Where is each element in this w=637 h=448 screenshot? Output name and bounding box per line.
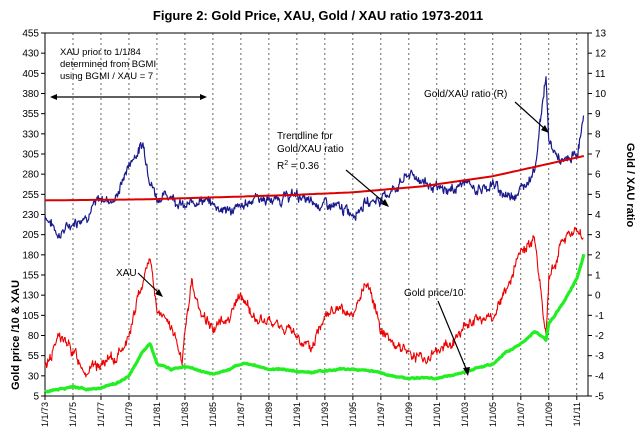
annotation-xau: XAU xyxy=(116,268,163,297)
left-tick-label: 355 xyxy=(22,109,39,120)
annotation-ratio-arrowhead xyxy=(541,125,549,133)
annotation-ratio-pointer xyxy=(514,101,547,131)
left-tick-label: 255 xyxy=(22,190,39,201)
x-tick-label: 1/1/03 xyxy=(460,402,470,427)
annotation-ratio-label: Gold/XAU ratio (R) xyxy=(424,89,507,100)
left-tick-label: 80 xyxy=(28,331,40,342)
annotation-xau-label: XAU xyxy=(116,268,137,279)
series-group xyxy=(44,76,586,394)
annotation-xau-arrowhead xyxy=(155,289,163,297)
left-tick-label: 180 xyxy=(22,250,39,261)
right-tick-label: -2 xyxy=(595,331,604,342)
right-tick-label: 4 xyxy=(595,210,601,221)
left-tick-label: 305 xyxy=(22,150,39,161)
annotation-gold: Gold price/10 xyxy=(404,288,470,376)
annotation-gold-arrowhead xyxy=(463,367,470,376)
annotation-gold-label: Gold price/10 xyxy=(404,288,464,299)
x-tick-label: 1/1/73 xyxy=(40,402,50,427)
left-tick-label: 155 xyxy=(22,271,39,282)
left-tick-label: 330 xyxy=(22,129,39,140)
x-tick-label: 1/1/93 xyxy=(320,402,330,427)
x-tick-label: 1/1/05 xyxy=(488,402,498,427)
annotation-trendline-arrowhead xyxy=(381,199,389,207)
annotation-trendline-pointer xyxy=(345,169,387,205)
right-tick-label: 5 xyxy=(595,190,601,201)
right-tick-label: -5 xyxy=(595,392,604,403)
annotation-trendline-line2: Gold/XAU ratio xyxy=(277,144,344,155)
left-tick-label: 5 xyxy=(33,392,39,403)
annotation-trendline-line1: Trendline for xyxy=(277,131,333,142)
left-tick-label: 405 xyxy=(22,69,39,80)
annotation-xau-prior-line2: determined from BGMI xyxy=(60,59,156,70)
arrowhead-left xyxy=(50,94,57,100)
left-tick-label: 30 xyxy=(28,371,40,382)
left-tick-label: 455 xyxy=(22,29,39,40)
annotation-xau-prior-line3: using BGMI / XAU = 7 xyxy=(60,71,153,82)
x-tick-label: 1/1/83 xyxy=(180,402,190,427)
right-tick-label: 12 xyxy=(595,49,607,60)
left-tick-label: 380 xyxy=(22,89,39,100)
right-tick-label: 3 xyxy=(595,230,601,241)
right-tick-label: 0 xyxy=(595,291,601,302)
chart-title: Figure 2: Gold Price, XAU, Gold / XAU ra… xyxy=(153,8,483,23)
right-tick-label: -4 xyxy=(595,371,604,382)
annotation-ratio: Gold/XAU ratio (R) xyxy=(424,89,549,133)
x-tick-label: 1/1/75 xyxy=(68,402,78,427)
right-tick-label: 8 xyxy=(595,129,601,140)
right-tick-label: 10 xyxy=(595,89,607,100)
series-line-gold-price-10 xyxy=(44,253,586,394)
right-tick-label: 9 xyxy=(595,109,601,120)
left-axis-label: Gold price /10 & XAU xyxy=(10,280,22,390)
right-tick-label: 1 xyxy=(595,271,601,282)
left-tick-label: 130 xyxy=(22,291,39,302)
series-line-trendline-for-gold-xau-ratio xyxy=(44,155,585,202)
right-tick-label: 6 xyxy=(595,170,601,181)
grid xyxy=(44,33,578,396)
x-tick-label: 1/1/07 xyxy=(516,402,526,427)
annotation-trendline: Trendline for Gold/XAU ratio R2 = 0.36 xyxy=(277,131,389,207)
x-tick-label: 1/1/87 xyxy=(236,402,246,427)
left-tick-label: 205 xyxy=(22,230,39,241)
right-tick-label: 7 xyxy=(595,150,601,161)
x-tick-label: 1/1/81 xyxy=(152,402,162,427)
x-tick-label: 1/1/11 xyxy=(572,402,582,426)
x-tick-label: 1/1/79 xyxy=(124,402,134,427)
left-tick-label: 280 xyxy=(22,170,39,181)
annotation-xau-prior-line1: XAU prior to 1/1/84 xyxy=(60,47,141,58)
left-tick-label: 55 xyxy=(28,351,40,362)
x-tick-label: 1/1/95 xyxy=(348,402,358,427)
x-tick-label: 1/1/89 xyxy=(264,402,274,427)
annotation-gold-pointer xyxy=(437,300,468,372)
x-tick-label: 1/1/99 xyxy=(404,402,414,427)
arrowhead-right xyxy=(200,94,207,100)
left-axis: 5 30 55 80 105 130 155 180 205 230 255 280 305 330 355… xyxy=(22,29,45,403)
x-tick-label: 1/1/77 xyxy=(96,402,106,427)
left-tick-label: 230 xyxy=(22,210,39,221)
left-tick-label: 105 xyxy=(22,311,39,322)
x-tick-label: 1/1/85 xyxy=(208,402,218,427)
right-axis-label: Gold / XAU ratio xyxy=(624,143,636,228)
annotation-xau-prior: XAU prior to 1/1/84 determined from BGMI… xyxy=(50,47,207,100)
annotation-r-squared: R2 = 0.36 xyxy=(277,160,319,172)
x-tick-label: 1/1/01 xyxy=(432,402,442,427)
right-tick-label: 11 xyxy=(595,69,606,80)
annotation-xau-pointer xyxy=(137,272,161,295)
right-tick-label: 13 xyxy=(595,29,607,40)
series-line-xau xyxy=(44,227,584,378)
x-tick-label: 1/1/09 xyxy=(544,402,554,427)
right-tick-label: -1 xyxy=(595,311,604,322)
right-tick-label: -3 xyxy=(595,351,604,362)
right-tick-label: 2 xyxy=(595,250,601,261)
series-line-gold-xau-ratio-r xyxy=(44,76,585,239)
x-axis: 1/1/73 1/1/75 1/1/77 1/1/79 1/1/81 1/1/83 1/1/… xyxy=(40,396,582,427)
x-tick-label: 1/1/91 xyxy=(292,402,302,427)
left-tick-label: 430 xyxy=(22,49,39,60)
x-tick-label: 1/1/97 xyxy=(376,402,386,427)
